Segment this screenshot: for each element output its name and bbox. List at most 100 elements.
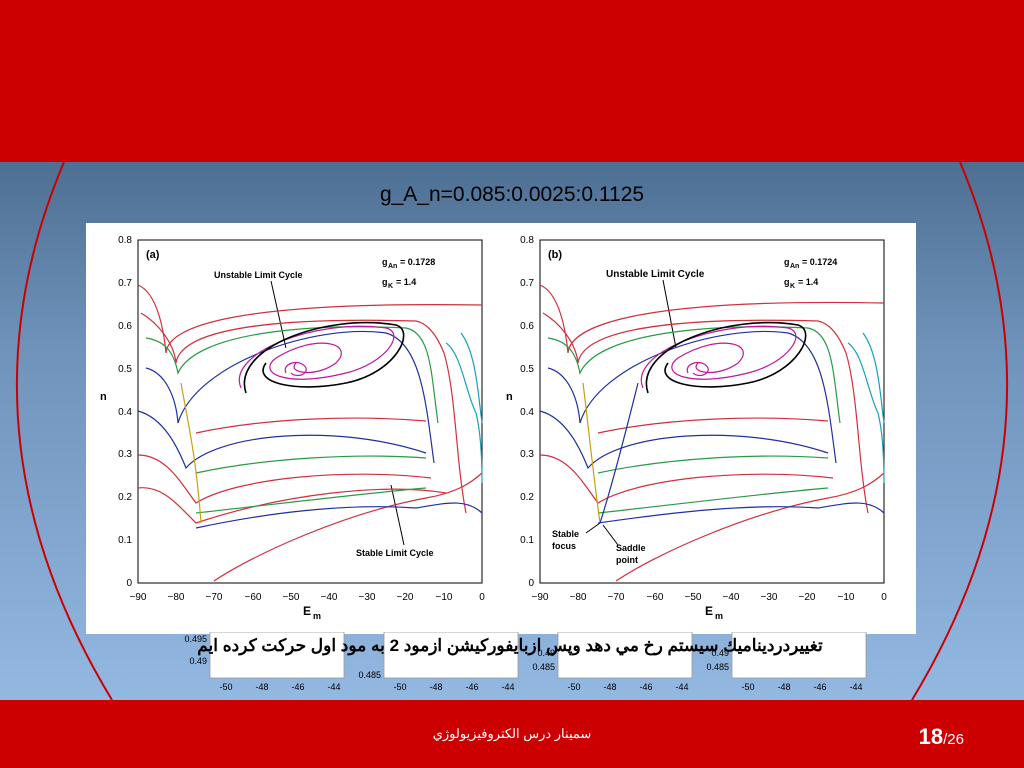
panel-label: (a) [146,249,160,261]
pointer-line [585,522,601,534]
xtick: 0 [881,592,887,603]
thumb-ytick: 0.495 [184,634,207,644]
panel-a: 0 0.1 0.2 0.3 0.4 0.5 0.6 0.7 0.8 −90 −8… [100,235,485,621]
xtick: −50 [283,592,300,603]
ylabel: n [100,391,107,403]
annotation-stable: Stable [552,529,579,539]
ytick: 0 [126,578,132,589]
thumb-xtick: -48 [429,682,442,692]
xtick: −70 [608,592,625,603]
xlabel-sub: m [313,611,321,621]
footer-band [0,700,1024,768]
thumb-xtick: -50 [567,682,580,692]
ytick: 0.6 [520,321,534,332]
page-current: 18 [918,724,944,749]
pointer-line [602,524,619,546]
panel-a-yticks: 0 0.1 0.2 0.3 0.4 0.5 0.6 0.7 0.8 [118,235,132,589]
thumbnail-3: 0.49 0.485 -50 -48 -46 -44 [532,631,693,692]
ytick: 0.7 [520,278,534,289]
trajectory [195,502,483,529]
trajectory [847,342,885,484]
trajectory [137,410,427,470]
ytick: 0.2 [118,492,132,503]
panel-a-xticks: −90 −80 −70 −60 −50 −40 −30 −20 −10 0 [130,592,486,603]
thumb-ytick: 0.485 [358,670,381,680]
trajectory [460,332,483,424]
xtick: −20 [799,592,816,603]
trajectory [597,455,829,474]
panel-b-xticks: −90 −80 −70 −60 −50 −40 −30 −20 −10 0 [532,592,888,603]
param-gan-value: = 0.1724 [802,257,837,267]
param-gk-value: = 1.4 [798,277,818,287]
thumb-ytick: 0.485 [706,662,729,672]
thumb-xtick: -50 [741,682,754,692]
ytick: 0.4 [118,407,132,418]
xtick: −40 [321,592,338,603]
thumb-xtick: -50 [393,682,406,692]
thumbnail-4: 0.49 0.485 -50 -48 -46 -44 [706,631,867,692]
xtick: −90 [532,592,549,603]
annotation-unstable-limit-cycle: Unstable Limit Cycle [214,270,303,280]
panel-label: (b) [548,249,562,261]
thumb-xtick: -48 [255,682,268,692]
trajectory [547,330,837,464]
page-number: 18/26 [919,724,964,750]
param-gan-value: = 0.1728 [400,257,435,267]
trajectory [615,472,885,582]
trajectory [145,330,435,464]
trajectory [137,487,447,524]
ytick: 0.1 [520,535,534,546]
header-band [0,0,1024,162]
footer-text: سمينار درس الكتروفيزيولوژي [432,726,592,741]
page-total: /26 [943,731,964,748]
xtick: −10 [436,592,453,603]
param-gan-sub: An [388,263,397,270]
thumb-xtick: -46 [639,682,652,692]
param-gk: g [382,277,388,287]
thumbnail-strip-svg: 0.495 0.49 -50 -48 -46 -44 0.485 -50 -48… [184,631,867,692]
slide-title: g_A_n=0.085:0.0025:0.1125 [379,183,645,206]
xtick: −30 [359,592,376,603]
trajectory [597,502,885,524]
trajectory [195,455,427,474]
thumb-ytick: 0.49 [537,648,555,658]
xtick: −90 [130,592,147,603]
pointer-line [662,279,677,349]
xlabel-sub: m [715,611,723,621]
thumb-ytick: 0.49 [189,656,207,666]
param-gk-sub: K [388,283,393,290]
xtick: −80 [168,592,185,603]
thumb-xtick: -48 [777,682,790,692]
thumb-xtick: -44 [501,682,514,692]
trajectory [137,284,483,354]
ytick: 0.3 [118,449,132,460]
spiral-center [686,361,709,377]
ytick: 0 [528,578,534,589]
ytick: 0.3 [520,449,534,460]
xtick: −30 [761,592,778,603]
decorative-arc [15,162,1009,700]
param-gan-sub: An [790,263,799,270]
xtick: −60 [647,592,664,603]
trajectory [539,454,834,504]
param-gan: g [784,257,790,267]
slide-caption: تغييردرديناميك سيستم رخ مي دهد وپس ازباي… [197,636,823,655]
param-gk-sub: K [790,283,795,290]
panel-b-yticks: 0 0.1 0.2 0.3 0.4 0.5 0.6 0.7 0.8 [520,235,534,589]
ytick: 0.8 [520,235,534,246]
trajectory [137,454,432,504]
ytick: 0.1 [118,535,132,546]
annotation-unstable-limit-cycle: Unstable Limit Cycle [606,269,705,280]
trajectory [213,472,483,582]
ytick: 0.2 [520,492,534,503]
panel-a-trajectories [137,284,483,582]
trajectory [597,417,829,434]
annotation-focus: focus [552,541,576,551]
panel-b-trajectories [539,284,885,582]
xtick: −50 [685,592,702,603]
panel-a-axes [137,239,483,584]
annotation-stable-limit-cycle: Stable Limit Cycle [356,548,434,558]
param-gk: g [784,277,790,287]
thumb-ytick: 0.485 [532,662,555,672]
trajectory [195,487,427,514]
